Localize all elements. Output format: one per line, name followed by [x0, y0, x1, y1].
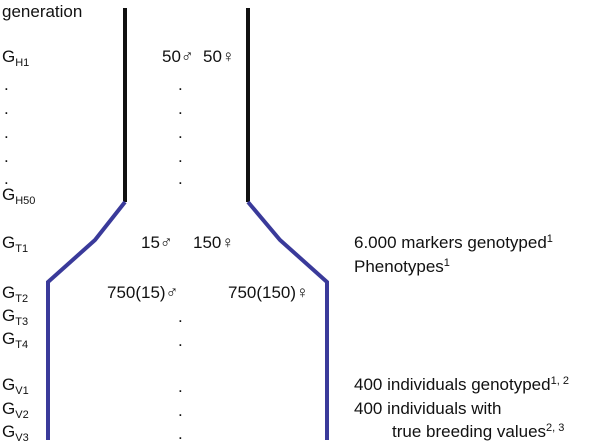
genotyped-annotation: 400 individuals genotyped1, 2 [354, 375, 569, 394]
ellipsis-dot: . [178, 147, 183, 166]
breeding-values-annotation-line2: true breeding values2, 3 [392, 422, 565, 441]
t1-males-count: 15♂ [141, 233, 173, 252]
ellipsis-dot: . [4, 123, 9, 142]
ellipsis-dot: . [178, 331, 183, 350]
generation-label-t4: GT4 [2, 329, 29, 351]
generation-label-v3: GV3 [2, 422, 29, 444]
ellipsis-dot: . [178, 169, 183, 188]
ellipsis-dot: . [178, 424, 183, 443]
recent-left-line [46, 200, 127, 440]
breeding-values-annotation-line1: 400 individuals with [354, 399, 502, 418]
ellipsis-dot: . [178, 307, 183, 326]
ellipsis-dot: . [178, 75, 183, 94]
h1-males-count: 50♂ [162, 47, 194, 66]
t2-females-count: 750(150)♀ [228, 283, 309, 302]
t1-females-count: 150♀ [193, 233, 235, 252]
recent-right-line [246, 200, 329, 440]
ellipsis-dot: . [4, 99, 9, 118]
generation-label-h50: GH50 [2, 185, 36, 207]
generation-label-v2: GV2 [2, 399, 29, 421]
ellipsis-dot: . [178, 123, 183, 142]
generation-label-t2: GT2 [2, 283, 29, 305]
ellipsis-dot: . [4, 169, 9, 188]
ellipsis-dot: . [178, 377, 183, 396]
ellipsis-dot: . [178, 99, 183, 118]
generation-header: generation [2, 2, 83, 21]
generation-label-h1: GH1 [2, 47, 30, 69]
t2-males-count: 750(15)♂ [107, 283, 179, 302]
ellipsis-dot: . [4, 147, 9, 166]
ellipsis-dot: . [4, 75, 9, 94]
generation-label-v1: GV1 [2, 375, 29, 397]
ellipsis-dot: . [178, 401, 183, 420]
generation-label-t3: GT3 [2, 306, 29, 328]
generation-label-t1: GT1 [2, 233, 29, 255]
markers-annotation: 6.000 markers genotyped1 [354, 233, 553, 252]
phenotypes-annotation: Phenotypes1 [354, 257, 450, 276]
h1-females-count: 50♀ [203, 47, 235, 66]
